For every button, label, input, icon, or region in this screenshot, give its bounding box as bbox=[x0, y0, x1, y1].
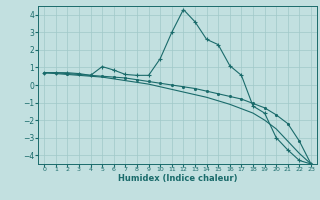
X-axis label: Humidex (Indice chaleur): Humidex (Indice chaleur) bbox=[118, 174, 237, 183]
